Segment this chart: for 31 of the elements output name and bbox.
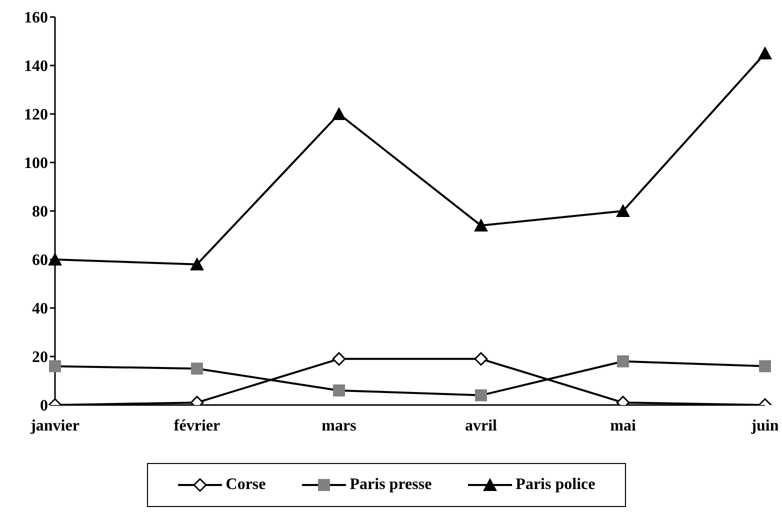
y-tick-label: 0 [40,398,48,415]
point [191,362,203,375]
legend-label: Paris presse [350,476,432,494]
legend-label: Corse [226,476,266,494]
legend-label: Paris police [516,476,596,494]
point [759,360,771,372]
x-tick-label: mai [610,417,636,434]
y-tick-label: 100 [24,155,48,172]
point [616,204,630,217]
x-tick-label: avril [465,417,498,434]
point [474,352,488,366]
y-tick-label: 60 [32,252,48,270]
point [48,252,62,266]
y-tick-label: 120 [24,106,48,124]
point [332,352,346,366]
point [333,384,345,396]
y-tick-label: 160 [24,10,48,27]
x-tick-label: février [174,417,220,434]
point [332,107,346,120]
x-tick-label: mars [322,417,356,434]
point [758,46,772,60]
point [190,257,204,270]
point [474,218,488,232]
point [617,355,629,368]
y-tick-label: 140 [24,58,48,76]
x-tick-label: janvier [30,417,80,434]
y-tick-label: 80 [32,204,48,221]
point [475,389,487,402]
y-tick-label: 20 [32,349,48,366]
y-tick-label: 40 [32,300,48,318]
point [49,360,61,372]
